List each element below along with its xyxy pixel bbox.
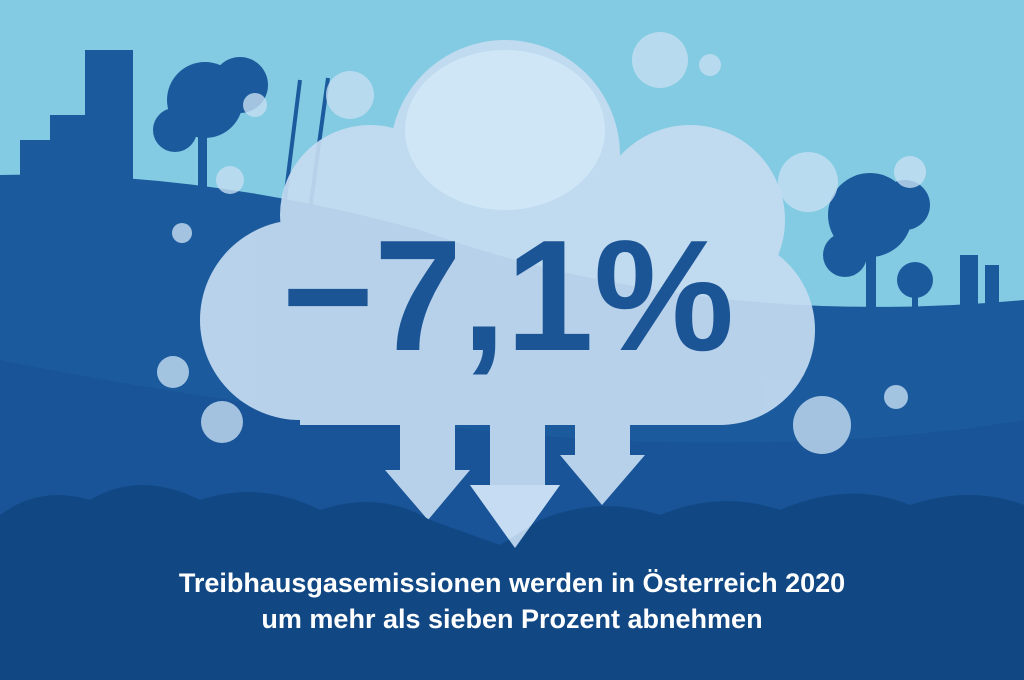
bubbles [157, 32, 926, 454]
skyline [20, 50, 999, 330]
caption-line: Treibhausgasemissionen werden in Österre… [179, 568, 845, 598]
headline: −7,1% [282, 208, 734, 384]
caption-line: um mehr als sieben Prozent abnehmen [261, 604, 762, 634]
cloud-highlight [405, 50, 605, 210]
arrow-tip [470, 485, 560, 548]
ground [0, 485, 1024, 680]
